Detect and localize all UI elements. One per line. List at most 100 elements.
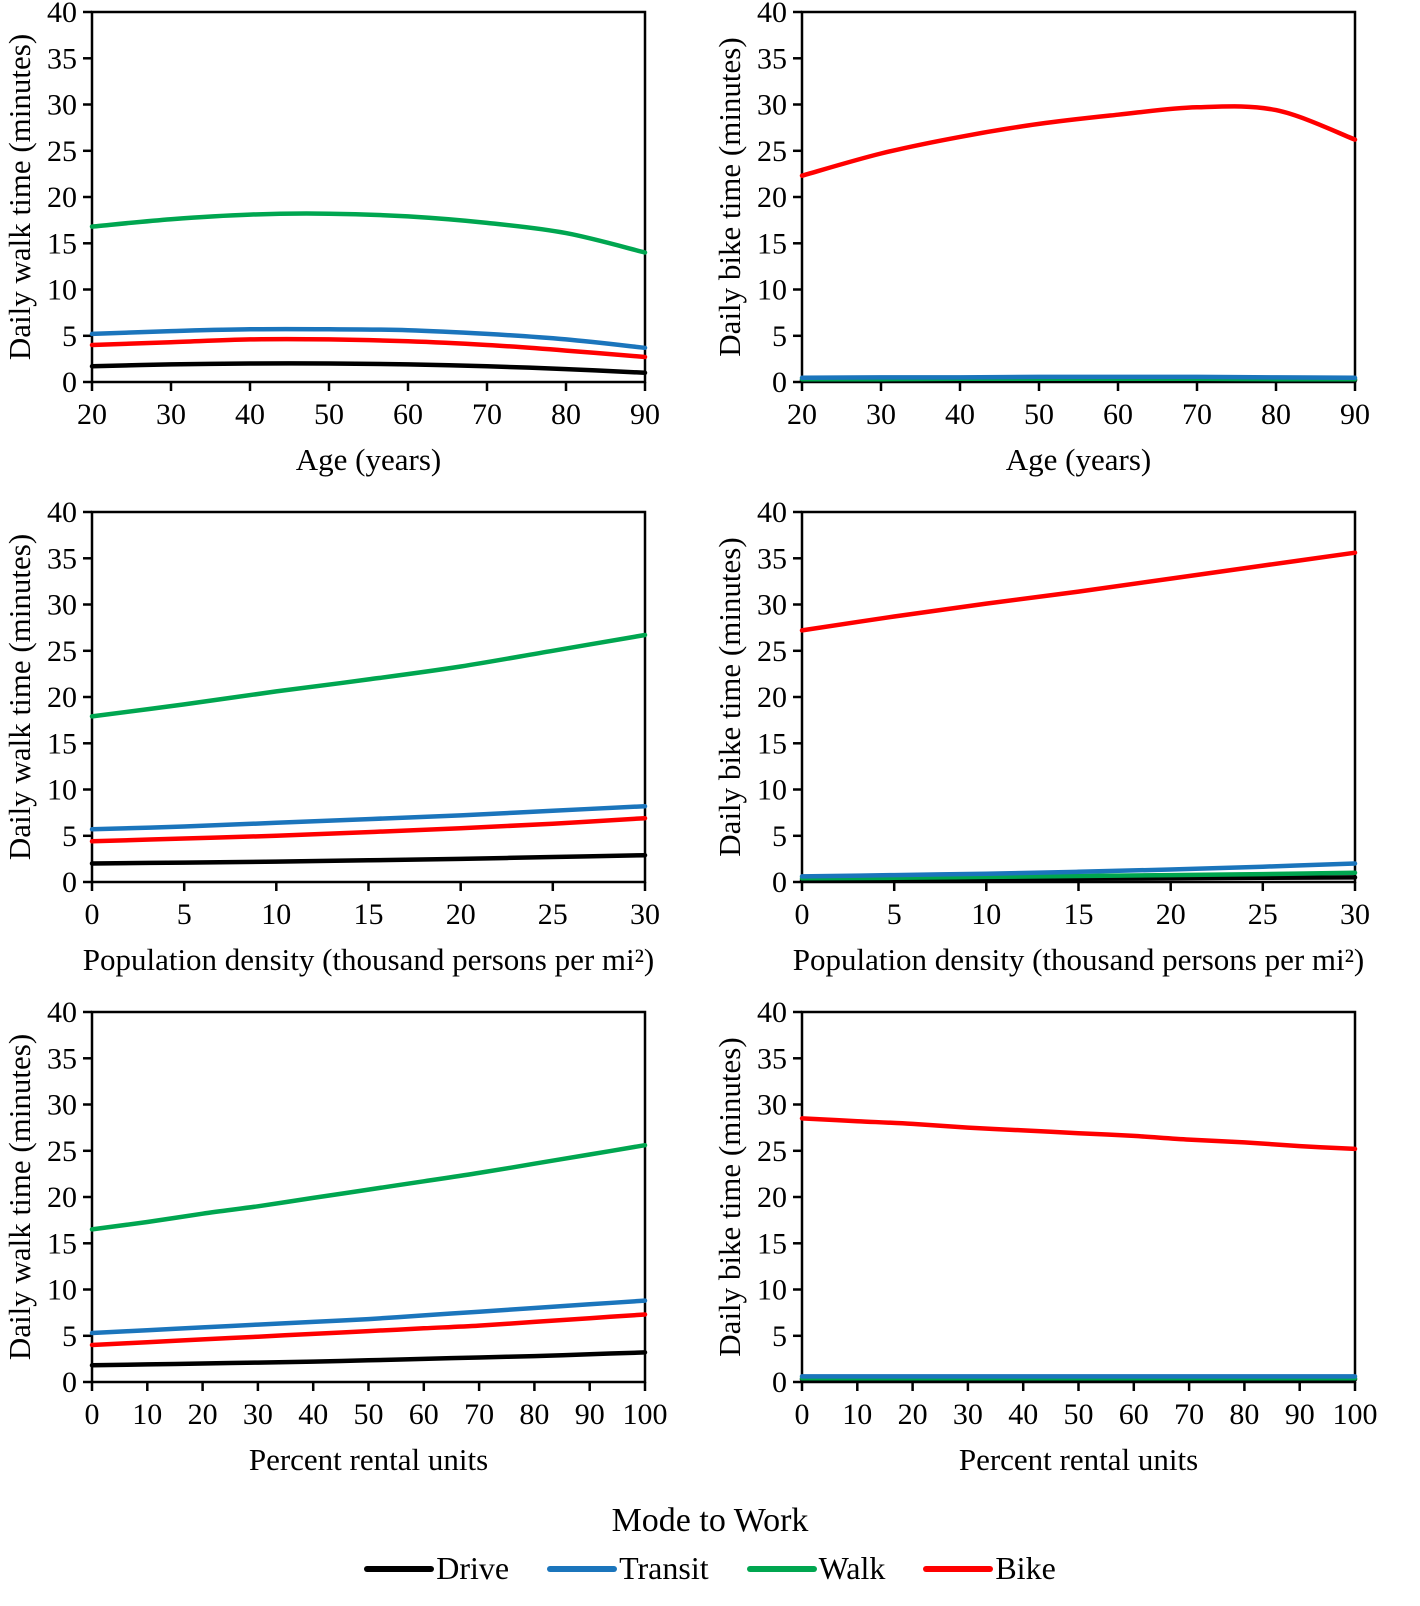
y-tick-label: 25 (47, 1135, 77, 1168)
x-tick-label: 100 (1333, 1398, 1378, 1431)
chart-canvas: 0 5 10 15 20 25 30 35 40 0 10 20 30 40 50 60 70 80 90 100 Pe… (2, 996, 668, 1477)
x-tick-label: 5 (177, 898, 192, 931)
y-tick-label: 35 (757, 42, 787, 75)
x-tick-label: 20 (446, 898, 476, 931)
y-tick-label: 20 (757, 1181, 787, 1214)
x-tick-label: 60 (409, 1398, 439, 1431)
x-tick-label: 40 (1008, 1398, 1038, 1431)
legend-label-drive: Drive (436, 1550, 510, 1586)
x-tick-label: 90 (1285, 1398, 1315, 1431)
x-tick-label: 30 (866, 398, 896, 431)
series-line-transit (799, 374, 1358, 381)
x-tick-label: 10 (842, 1398, 872, 1431)
series-line-bike (799, 104, 1358, 178)
legend-entries: Drive Transit Walk Bike (364, 1550, 1056, 1587)
x-tick-label: 20 (77, 398, 107, 431)
y-tick-label: 20 (757, 681, 787, 714)
y-tick-label: 0 (62, 866, 77, 899)
y-tick-label: 5 (62, 820, 77, 853)
y-tick-label: 35 (47, 42, 77, 75)
series-line-drive (89, 1350, 648, 1368)
y-tick-label: 5 (62, 320, 77, 353)
x-tick-label: 80 (551, 398, 581, 431)
y-tick-label: 25 (47, 135, 77, 168)
legend-title: Mode to Work (611, 1502, 809, 1539)
charts-grid: 0 5 10 15 20 25 30 35 40 20 30 40 50 60 70 80 90 Age (yea… (0, 0, 1420, 1500)
legend-line-swatch-transit (547, 1565, 618, 1572)
x-tick-label: 70 (1182, 398, 1212, 431)
series-line-walk (89, 632, 648, 719)
x-tick-label: 80 (1261, 398, 1291, 431)
y-tick-label: 0 (772, 866, 787, 899)
x-tick-label: 10 (971, 898, 1001, 931)
y-tick-label: 0 (62, 1366, 77, 1399)
series-line-walk (799, 870, 1358, 881)
y-tick-label: 0 (772, 1366, 787, 1399)
y-tick-label: 30 (757, 1089, 787, 1122)
chart-bike-time-vs-age: 0 5 10 15 20 25 30 35 40 20 30 40 50 60 70 80 90 Age (yea… (710, 0, 1420, 500)
legend-entry-transit: Transit (547, 1550, 709, 1587)
legend-line-swatch-walk (746, 1565, 817, 1572)
x-tick-label: 90 (575, 1398, 605, 1431)
y-tick-label: 5 (772, 820, 787, 853)
series-line-transit (799, 861, 1358, 879)
y-tick-label: 25 (757, 635, 787, 668)
x-tick-label: 30 (156, 398, 186, 431)
y-tick-label: 20 (47, 1181, 77, 1214)
legend-entry-bike: Bike (923, 1550, 1056, 1587)
x-tick-label: 40 (235, 398, 265, 431)
x-tick-label: 30 (1340, 898, 1370, 931)
x-tick-label: 0 (85, 898, 100, 931)
y-tick-label: 40 (47, 500, 77, 529)
plot-frame (800, 1010, 1357, 1384)
x-tick-label: 0 (85, 1398, 100, 1431)
x-tick-label: 10 (261, 898, 291, 931)
y-axis-label: Daily bike time (minutes) (712, 537, 747, 856)
y-tick-label: 10 (757, 274, 787, 307)
y-tick-label: 10 (757, 1274, 787, 1307)
y-tick-label: 0 (62, 366, 77, 399)
legend-label-transit: Transit (619, 1550, 709, 1586)
x-tick-label: 70 (472, 398, 502, 431)
x-tick-label: 15 (354, 898, 384, 931)
x-tick-label: 0 (795, 898, 810, 931)
y-tick-label: 5 (772, 320, 787, 353)
x-axis-label: Age (years) (1006, 442, 1151, 477)
x-tick-label: 60 (1119, 1398, 1149, 1431)
legend-entry-drive: Drive (364, 1550, 509, 1587)
x-tick-label: 30 (630, 898, 660, 931)
y-tick-label: 35 (757, 542, 787, 575)
y-tick-label: 40 (47, 1000, 77, 1029)
chart-walk-time-vs-rental: 0 5 10 15 20 25 30 35 40 0 10 20 30 40 50 60 70 80 90 100 Pe… (0, 996, 710, 1500)
x-tick-label: 25 (538, 898, 568, 931)
x-tick-label: 50 (1024, 398, 1054, 431)
x-tick-label: 60 (1103, 398, 1133, 431)
chart-walk-time-vs-density: 0 5 10 15 20 25 30 35 40 0 5 10 15 20 25 30 Population d… (0, 496, 710, 1000)
y-tick-label: 30 (757, 589, 787, 622)
x-tick-label: 40 (298, 1398, 328, 1431)
legend-line-swatch-drive (364, 1565, 435, 1572)
legend-line-swatch-bike (923, 1565, 994, 1572)
series-line-walk (89, 211, 648, 255)
x-tick-label: 30 (953, 1398, 983, 1431)
series-line-walk (89, 1142, 648, 1232)
y-tick-label: 35 (47, 1042, 77, 1075)
y-tick-label: 40 (47, 0, 77, 29)
chart-bike-time-vs-rental: 0 5 10 15 20 25 30 35 40 0 10 20 30 40 50 60 70 80 90 100 Pe… (710, 996, 1420, 1500)
x-axis-label: Percent rental units (249, 1442, 488, 1477)
series-line-transit (89, 326, 648, 351)
series-line-transit (89, 803, 648, 832)
y-axis-label: Daily walk time (minutes) (2, 534, 37, 860)
x-tick-label: 50 (354, 1398, 384, 1431)
chart-walk-time-vs-age: 0 5 10 15 20 25 30 35 40 20 30 40 50 60 70 80 90 Age (yea… (0, 0, 710, 500)
y-tick-label: 15 (47, 1227, 77, 1260)
chart-canvas: 0 5 10 15 20 25 30 35 40 20 30 40 50 60 70 80 90 Age (yea… (2, 0, 660, 477)
x-tick-label: 20 (1156, 898, 1186, 931)
legend-label-bike: Bike (995, 1550, 1056, 1586)
x-tick-label: 80 (1229, 1398, 1259, 1431)
x-axis-label: Age (years) (296, 442, 441, 477)
x-tick-label: 100 (623, 1398, 668, 1431)
x-tick-label: 20 (787, 398, 817, 431)
y-tick-label: 20 (47, 681, 77, 714)
x-tick-label: 5 (887, 898, 902, 931)
